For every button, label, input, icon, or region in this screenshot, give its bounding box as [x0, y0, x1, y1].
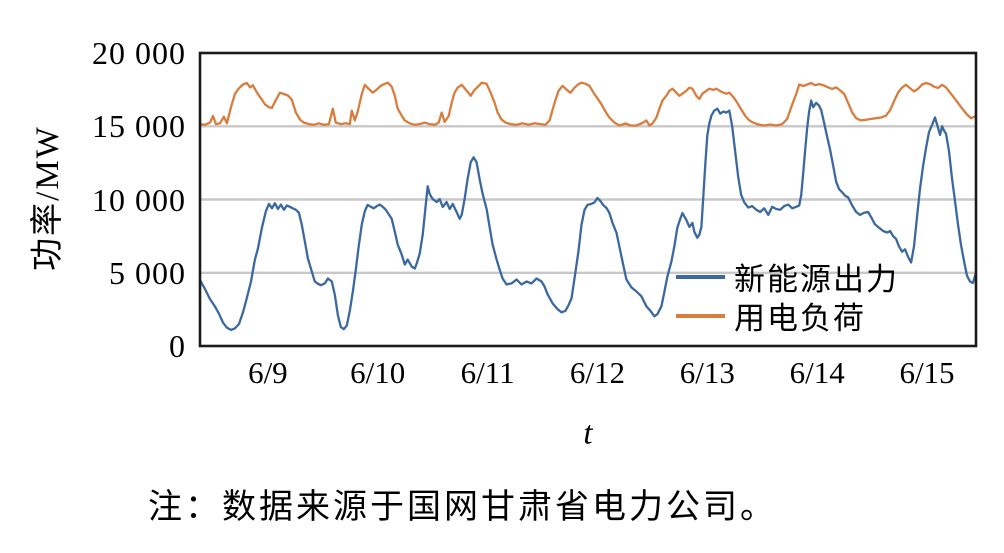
y-tick-label: 5 000 [109, 254, 186, 291]
source-note: 注：数据来源于国网甘肃省电力公司。 [148, 489, 777, 526]
x-axis-title: t [583, 415, 593, 452]
series-line-1 [198, 81, 978, 127]
renewable-line-swatch-icon [676, 274, 725, 279]
series-line-0 [198, 99, 978, 332]
legend-item-renewable: 新能源出力 [676, 257, 899, 297]
x-tick-label: 6/10 [350, 355, 406, 390]
y-tick-label: 0 [169, 328, 186, 364]
y-tick-label: 15 000 [92, 108, 186, 145]
legend: 新能源出力 用电负荷 [676, 257, 899, 336]
x-tick-label: 6/14 [789, 355, 845, 390]
y-tick-label: 20 000 [92, 35, 186, 71]
load-line-swatch-icon [676, 313, 725, 318]
x-tick-label: 6/11 [460, 355, 515, 390]
x-tick-label: 6/9 [248, 355, 288, 390]
x-tick-label: 6/13 [679, 355, 735, 390]
y-tick-label: 10 000 [92, 181, 186, 218]
x-tick-label: 6/15 [899, 355, 955, 390]
legend-label-renewable: 新能源出力 [734, 262, 899, 297]
legend-item-load: 用电负荷 [676, 296, 899, 336]
legend-label-load: 用电负荷 [734, 301, 866, 336]
x-tick-label: 6/12 [569, 355, 625, 390]
plot-border [198, 51, 978, 348]
